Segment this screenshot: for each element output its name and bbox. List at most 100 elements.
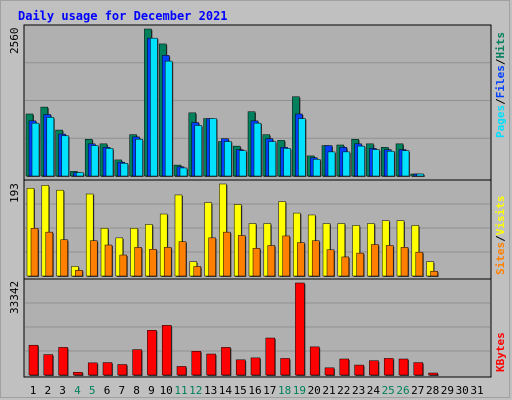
bar-pages-day-16 xyxy=(253,122,262,177)
bar-kbytes-day-17 xyxy=(265,337,276,376)
bar-sites-day-25 xyxy=(385,245,394,277)
bar-sites-day-26 xyxy=(400,247,409,277)
bar-sites-day-19 xyxy=(297,242,305,277)
bar-visits-day-27 xyxy=(411,225,420,277)
bar-kbytes-day-23 xyxy=(354,364,364,376)
bar-kbytes-day-2 xyxy=(43,354,54,376)
bars-pages-files-hits xyxy=(25,28,425,177)
bar-kbytes-day-9 xyxy=(147,330,157,376)
bar-sites-day-8 xyxy=(134,247,142,277)
x-label-day-3: 3 xyxy=(59,384,66,397)
legend-top: Pages/Files/Hits xyxy=(494,32,507,138)
bar-sites-day-4 xyxy=(75,270,83,277)
x-label-day-16: 16 xyxy=(248,384,261,397)
bar-sites-day-27 xyxy=(415,251,424,277)
bar-pages-day-18 xyxy=(283,148,291,177)
legend-sites: Sites xyxy=(494,242,507,275)
bar-kbytes-day-1 xyxy=(28,344,39,376)
x-label-day-9: 9 xyxy=(148,384,155,397)
bar-sites-day-13 xyxy=(208,237,216,277)
bar-visits-day-5 xyxy=(85,193,94,277)
x-label-day-23: 23 xyxy=(352,384,365,397)
bar-kbytes-day-4 xyxy=(73,371,83,376)
bar-kbytes-day-19 xyxy=(295,282,305,376)
x-label-day-29: 29 xyxy=(441,384,454,397)
bar-pages-day-23 xyxy=(357,145,365,177)
bar-kbytes-day-8 xyxy=(132,349,142,376)
x-label-day-20: 20 xyxy=(308,384,321,397)
bar-sites-day-1 xyxy=(30,228,39,277)
bar-kbytes-day-5 xyxy=(87,362,98,376)
bar-kbytes-day-18 xyxy=(280,358,290,376)
bar-kbytes-day-21 xyxy=(324,367,335,376)
legend-sep-3: / xyxy=(494,235,507,242)
x-label-day-12: 12 xyxy=(189,384,202,397)
x-label-day-25: 25 xyxy=(382,384,395,397)
bar-pages-day-3 xyxy=(61,135,69,177)
bar-kbytes-day-11 xyxy=(176,366,187,376)
bar-pages-day-24 xyxy=(372,149,380,177)
bar-sites-day-28 xyxy=(430,270,438,277)
bar-pages-day-22 xyxy=(342,151,351,177)
bars-kbytes xyxy=(28,282,439,376)
bar-kbytes-day-26 xyxy=(398,358,409,376)
bar-kbytes-day-28 xyxy=(428,372,438,376)
bar-visits-day-2 xyxy=(41,185,50,277)
x-label-day-31: 31 xyxy=(470,384,483,397)
x-label-day-24: 24 xyxy=(367,384,381,397)
bar-sites-day-24 xyxy=(371,244,379,277)
legend-hits: Hits xyxy=(494,32,507,59)
bar-pages-day-19 xyxy=(298,118,306,177)
bar-kbytes-day-22 xyxy=(339,358,350,376)
bar-kbytes-day-10 xyxy=(161,325,172,376)
bar-sites-day-18 xyxy=(282,235,290,277)
bar-pages-day-14 xyxy=(224,141,232,177)
bar-kbytes-day-13 xyxy=(206,353,216,376)
bar-visits-day-23 xyxy=(352,225,360,277)
bar-pages-day-5 xyxy=(90,145,99,177)
bar-kbytes-day-25 xyxy=(383,358,394,376)
bar-sites-day-2 xyxy=(45,231,54,277)
bar-sites-day-17 xyxy=(267,245,276,277)
bar-sites-day-11 xyxy=(178,241,187,277)
bar-pages-day-12 xyxy=(194,125,203,177)
top-ymax-label: 2560 xyxy=(8,28,21,55)
bar-kbytes-day-14 xyxy=(221,347,231,376)
bar-sites-day-16 xyxy=(252,248,261,277)
x-label-day-1: 1 xyxy=(30,384,37,397)
bar-pages-day-21 xyxy=(327,151,336,177)
x-label-day-28: 28 xyxy=(426,384,439,397)
bars-sites-visits xyxy=(26,183,439,277)
legend-mid: Sites/Visits xyxy=(494,196,507,276)
bar-pages-day-8 xyxy=(135,139,143,177)
x-label-day-6: 6 xyxy=(104,384,111,397)
bar-sites-day-9 xyxy=(149,249,157,277)
bar-pages-day-4 xyxy=(76,172,84,177)
bar-visits-day-3 xyxy=(56,189,64,277)
bar-kbytes-day-12 xyxy=(191,351,202,376)
bar-sites-day-20 xyxy=(311,240,320,277)
bar-visits-day-11 xyxy=(174,194,183,277)
bar-visits-day-10 xyxy=(159,213,168,277)
bar-sites-day-12 xyxy=(193,266,202,277)
x-label-day-15: 15 xyxy=(234,384,247,397)
x-label-day-22: 22 xyxy=(337,384,350,397)
bar-visits-day-14 xyxy=(219,183,227,277)
x-label-day-17: 17 xyxy=(263,384,276,397)
bar-pages-day-11 xyxy=(179,167,188,177)
bar-sites-day-10 xyxy=(163,247,172,277)
x-label-day-5: 5 xyxy=(89,384,96,397)
bar-kbytes-day-15 xyxy=(235,359,246,376)
legend-sep-2: / xyxy=(494,58,507,65)
bar-sites-day-7 xyxy=(119,254,128,277)
legend-sep-1: / xyxy=(494,98,507,105)
x-label-day-10: 10 xyxy=(160,384,173,397)
bar-kbytes-day-7 xyxy=(117,364,128,376)
bar-pages-day-27 xyxy=(416,173,425,177)
bar-pages-day-7 xyxy=(120,163,129,177)
legend-visits: Visits xyxy=(494,196,507,236)
bar-pages-day-10 xyxy=(164,60,173,177)
chart-title: Daily usage for December 2021 xyxy=(18,9,228,23)
